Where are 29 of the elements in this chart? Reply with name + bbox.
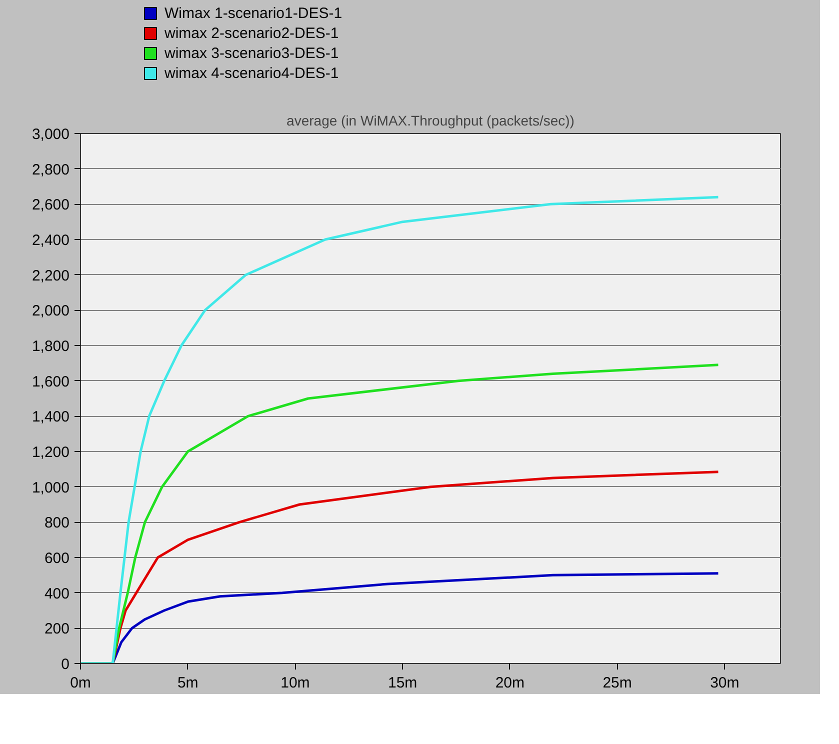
y-tick-label: 1,000 <box>32 479 70 496</box>
y-tick-label: 0 <box>61 656 70 673</box>
legend-label: Wimax 1-scenario1-DES-1 <box>164 5 342 22</box>
y-tick-label: 400 <box>44 585 70 602</box>
y-tick-label: 600 <box>44 550 70 567</box>
x-tick-label: 15m <box>388 674 418 692</box>
y-tick-label: 1,600 <box>32 373 70 390</box>
x-tick-label: 20m <box>495 674 525 692</box>
line-series <box>80 196 720 664</box>
y-tick-label: 2,000 <box>32 302 70 320</box>
y-tick-label: 800 <box>44 514 70 532</box>
chart-title: average (in WiMAX.Throughput (packets/sec)) <box>286 112 574 128</box>
x-tick-label: 0m <box>70 674 91 692</box>
y-tick-label: 2,800 <box>32 161 70 178</box>
x-tick-label: 10m <box>280 674 310 692</box>
y-tick-label: 2,400 <box>32 232 70 249</box>
y-tick-label: 1,800 <box>32 338 70 355</box>
y-tick-label: 1,400 <box>32 408 70 426</box>
y-tick-label: 200 <box>44 620 70 638</box>
y-tick-label: 1,200 <box>32 444 70 461</box>
legend-label: wimax 4-scenario4-DES-1 <box>164 65 339 82</box>
y-tick-label: 2,200 <box>32 267 70 284</box>
y-tick-label: 2,600 <box>32 196 70 214</box>
legend-label: wimax 2-scenario2-DES-1 <box>164 25 339 42</box>
x-tick-label: 25m <box>602 674 632 692</box>
legend-label: wimax 3-scenario3-DES-1 <box>164 45 339 62</box>
y-tick-label: 3,000 <box>32 126 70 143</box>
x-tick-label: 5m <box>177 674 198 692</box>
x-tick-label: 30m <box>710 674 740 692</box>
